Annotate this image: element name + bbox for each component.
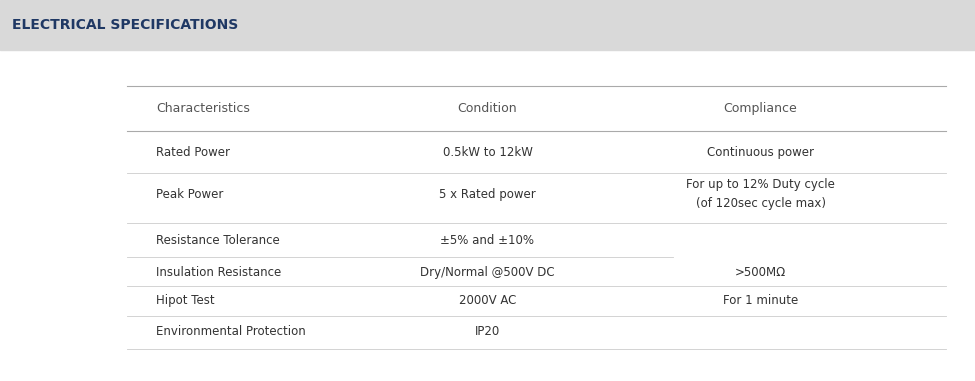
Bar: [0, 0, 975, 50]
Text: Environmental Protection: Environmental Protection: [156, 325, 306, 338]
Text: Continuous power: Continuous power: [707, 146, 814, 159]
Text: Peak Power: Peak Power: [156, 188, 223, 201]
Text: ±5% and ±10%: ±5% and ±10%: [441, 234, 534, 247]
Text: For 1 minute: For 1 minute: [722, 295, 799, 307]
Text: 2000V AC: 2000V AC: [459, 295, 516, 307]
Text: 5 x Rated power: 5 x Rated power: [439, 188, 536, 201]
Text: Compliance: Compliance: [723, 102, 798, 115]
Text: Rated Power: Rated Power: [156, 146, 230, 159]
Text: Resistance Tolerance: Resistance Tolerance: [156, 234, 280, 247]
Text: Dry/Normal @500V DC: Dry/Normal @500V DC: [420, 266, 555, 279]
Text: >500MΩ: >500MΩ: [735, 266, 786, 279]
Text: For up to 12% Duty cycle
(of 120sec cycle max): For up to 12% Duty cycle (of 120sec cycl…: [686, 178, 835, 210]
Text: ELECTRICAL SPECIFICATIONS: ELECTRICAL SPECIFICATIONS: [12, 18, 238, 32]
Text: Insulation Resistance: Insulation Resistance: [156, 266, 281, 279]
Text: Hipot Test: Hipot Test: [156, 295, 214, 307]
Text: Characteristics: Characteristics: [156, 102, 250, 115]
Text: 0.5kW to 12kW: 0.5kW to 12kW: [443, 146, 532, 159]
Text: IP20: IP20: [475, 325, 500, 338]
Text: Condition: Condition: [457, 102, 518, 115]
